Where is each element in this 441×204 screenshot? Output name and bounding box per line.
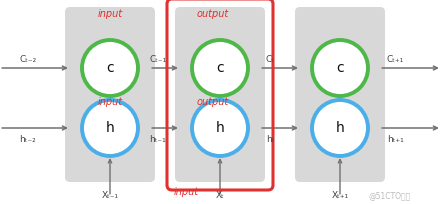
Text: h: h [106, 121, 114, 135]
Text: Cₜ₊₁: Cₜ₊₁ [386, 55, 404, 64]
Text: Xₜ: Xₜ [216, 192, 224, 201]
FancyBboxPatch shape [175, 7, 265, 182]
Text: hₜ₋₂: hₜ₋₂ [20, 135, 36, 144]
Text: Cₜ: Cₜ [265, 55, 274, 64]
Text: hₜ₊₁: hₜ₊₁ [387, 135, 404, 144]
Circle shape [192, 100, 248, 156]
Circle shape [82, 100, 138, 156]
Circle shape [312, 100, 368, 156]
Text: @51CTO博客: @51CTO博客 [369, 192, 411, 201]
Text: hₜ₋₁: hₜ₋₁ [149, 135, 166, 144]
Circle shape [82, 40, 138, 96]
Text: Cₜ₋₁: Cₜ₋₁ [149, 55, 167, 64]
Text: Xₜ₊₁: Xₜ₊₁ [332, 192, 348, 201]
Text: output: output [197, 9, 229, 19]
Text: h: h [216, 121, 224, 135]
Text: hₜ: hₜ [266, 135, 274, 144]
Text: input: input [98, 9, 123, 19]
Text: Cₜ₋₂: Cₜ₋₂ [19, 55, 37, 64]
Text: input: input [98, 97, 123, 107]
Circle shape [192, 40, 248, 96]
Text: input: input [174, 187, 199, 197]
Text: h: h [336, 121, 344, 135]
Text: c: c [106, 61, 114, 75]
Text: c: c [216, 61, 224, 75]
FancyBboxPatch shape [65, 7, 155, 182]
Text: output: output [197, 97, 229, 107]
FancyBboxPatch shape [295, 7, 385, 182]
Text: c: c [336, 61, 344, 75]
Text: Xₜ₋₁: Xₜ₋₁ [101, 192, 119, 201]
Circle shape [312, 40, 368, 96]
